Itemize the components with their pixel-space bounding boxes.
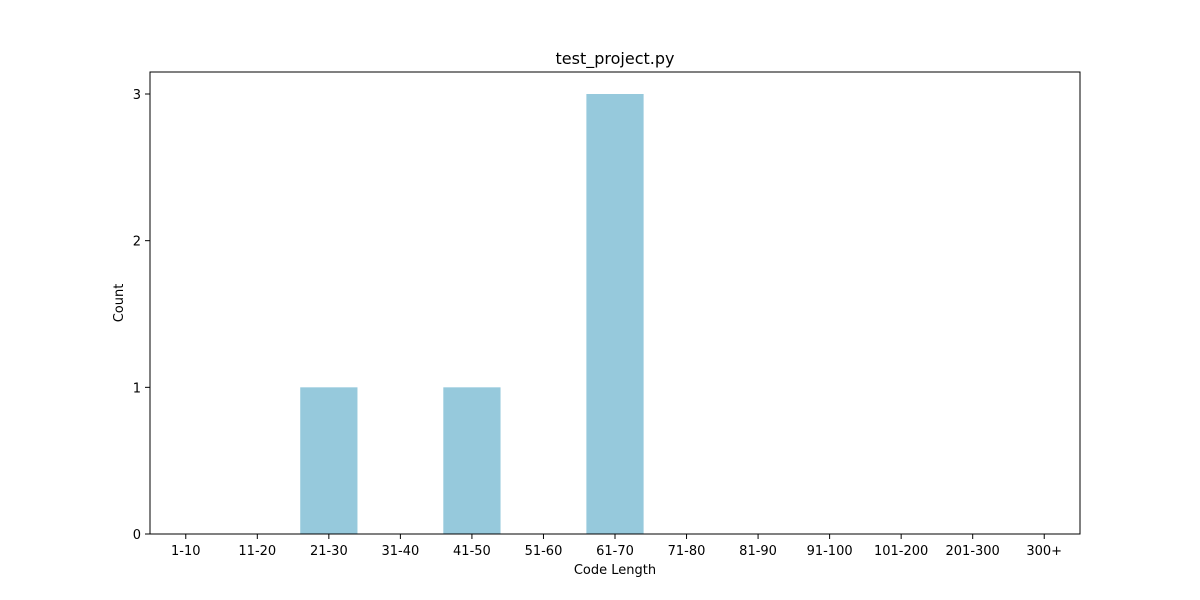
y-tick-label: 3 [133, 88, 141, 103]
x-axis-label: Code Length [574, 563, 656, 578]
x-tick-label: 61-70 [596, 544, 634, 559]
y-tick-label: 2 [133, 235, 141, 250]
chart-title: test_project.py [556, 49, 675, 69]
x-tick-label: 300+ [1026, 544, 1062, 559]
x-tick-label: 11-20 [238, 544, 276, 559]
x-axis-ticks: 1-10 11-20 21-30 31-40 41-50 51-60 61-70 71-80 8… [171, 534, 1062, 559]
x-tick-label: 81-90 [739, 544, 777, 559]
x-tick-label: 201-300 [946, 544, 1000, 559]
y-tick-label: 0 [133, 528, 141, 543]
x-tick-label: 71-80 [668, 544, 706, 559]
x-tick-label: 51-60 [525, 544, 563, 559]
bar-41-50 [443, 387, 501, 534]
bar-61-70 [586, 94, 644, 534]
x-tick-label: 101-200 [874, 544, 928, 559]
y-axis-ticks: 0 1 2 3 [133, 88, 150, 543]
y-axis-label: Count [112, 284, 127, 323]
x-tick-label: 21-30 [310, 544, 348, 559]
bar-21-30 [300, 387, 358, 534]
bars-layer [300, 94, 644, 534]
x-tick-label: 41-50 [453, 544, 491, 559]
x-tick-label: 31-40 [381, 544, 419, 559]
x-tick-label: 1-10 [171, 544, 201, 559]
y-tick-label: 1 [133, 381, 141, 396]
x-tick-label: 91-100 [807, 544, 853, 559]
